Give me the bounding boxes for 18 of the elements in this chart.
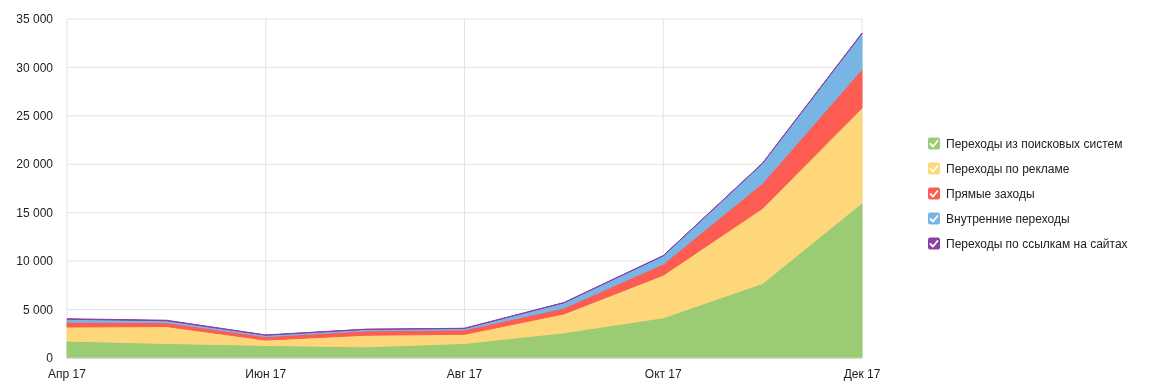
x-tick-label: Авг 17 bbox=[446, 367, 483, 381]
y-tick-label: 0 bbox=[46, 351, 54, 366]
y-tick-label: 35 000 bbox=[16, 12, 54, 27]
legend-label: Прямые заходы bbox=[946, 186, 1035, 201]
legend-label: Переходы по рекламе bbox=[946, 161, 1070, 176]
x-tick-label: Дек 17 bbox=[843, 367, 881, 381]
y-tick-label: 25 000 bbox=[16, 109, 54, 124]
legend-label: Переходы по ссылкам на сайтах bbox=[946, 236, 1128, 251]
legend-label: Переходы из поисковых систем bbox=[946, 136, 1123, 151]
y-tick-label: 30 000 bbox=[16, 60, 54, 75]
y-tick-label: 10 000 bbox=[16, 254, 54, 269]
x-tick-label: Окт 17 bbox=[644, 367, 683, 381]
legend-label: Внутренние переходы bbox=[946, 211, 1070, 226]
y-tick-label: 20 000 bbox=[16, 157, 54, 172]
x-tick-label: Июн 17 bbox=[245, 367, 287, 381]
y-tick-label: 5 000 bbox=[22, 302, 54, 317]
y-tick-label: 15 000 bbox=[16, 205, 54, 220]
x-tick-label: Апр 17 bbox=[48, 367, 87, 381]
